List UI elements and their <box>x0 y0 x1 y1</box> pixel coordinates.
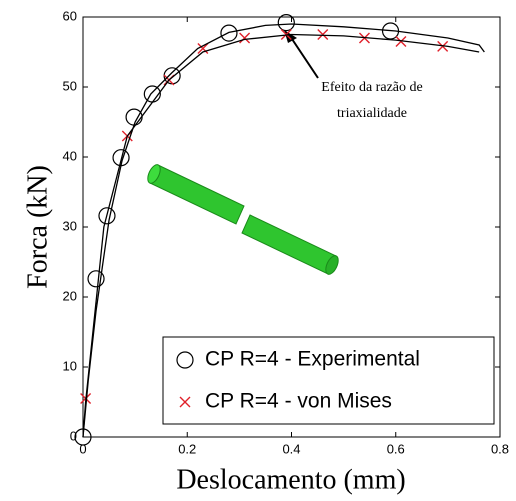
x-tick-label: 0.8 <box>491 441 509 456</box>
chart: Efeito da razão de triaxialidade Desloca… <box>0 0 516 501</box>
x-tick-label: 0.4 <box>282 441 300 456</box>
x-tick-label: 0 <box>79 441 86 456</box>
marker <box>318 30 328 40</box>
legend-label: CP R=4 - von Mises <box>205 390 392 413</box>
y-tick-label: 40 <box>63 148 77 163</box>
annotation-arrow <box>290 36 318 78</box>
legend-label: CP R=4 - Experimental <box>205 348 420 371</box>
y-tick-label: 10 <box>63 358 77 373</box>
x-tick-label: 0.2 <box>178 441 196 456</box>
annotation: Efeito da razão de <box>321 80 422 95</box>
arrow-head <box>284 30 297 43</box>
legend: CP R=4 - Experimental CP R=4 - von Mises <box>163 337 494 424</box>
y-axis-label: Forca (kN) <box>22 165 53 289</box>
x-axis-label: Deslocamento (mm) <box>176 464 405 495</box>
specimen <box>145 163 341 276</box>
y-tick-label: 20 <box>63 288 77 303</box>
marker <box>240 33 250 43</box>
marker <box>126 109 142 125</box>
y-tick-label: 60 <box>63 8 77 23</box>
marker <box>164 68 180 84</box>
x-tick-label: 0.6 <box>387 441 405 456</box>
y-tick-label: 30 <box>63 218 77 233</box>
annotation: triaxialidade <box>337 106 407 121</box>
y-tick-label: 50 <box>63 78 77 93</box>
